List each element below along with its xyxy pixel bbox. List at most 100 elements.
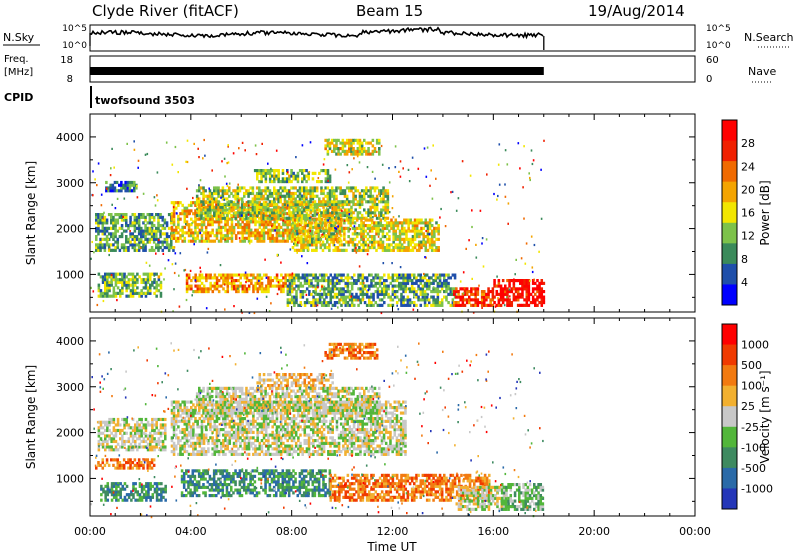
heatmap-cell (121, 284, 124, 287)
heatmap-cell (443, 296, 446, 299)
heatmap-cell (224, 229, 227, 232)
heatmap-cell (330, 224, 333, 227)
heatmap-cell (425, 224, 428, 227)
heatmap-cell (413, 301, 416, 304)
heatmap-cell (431, 238, 434, 241)
heatmap-cell (256, 229, 259, 232)
heatmap-cell (209, 215, 212, 218)
heatmap-cell (365, 211, 368, 214)
heatmap-cell (453, 293, 456, 296)
heatmap-cell (134, 241, 137, 244)
heatmap-cell (179, 212, 182, 215)
heatmap-cell (317, 276, 320, 279)
heatmap-cell (213, 208, 216, 211)
heatmap-cell (249, 192, 252, 195)
heatmap-cell (532, 296, 535, 299)
heatmap-cell (114, 232, 117, 235)
heatmap-speckle (306, 294, 308, 296)
heatmap-cell (321, 293, 324, 296)
heatmap-cell (348, 150, 351, 153)
heatmap-cell (179, 414, 182, 417)
heatmap-cell (392, 298, 395, 301)
heatmap-cell (407, 298, 410, 301)
heatmap-cell (498, 279, 501, 282)
heatmap-cell (188, 231, 191, 234)
heatmap-cell (324, 203, 327, 206)
heatmap-cell (249, 186, 252, 189)
heatmap-cell (259, 237, 262, 240)
heatmap-cell (179, 409, 182, 412)
heatmap-cell (106, 241, 109, 244)
heatmap-cell (155, 426, 158, 429)
heatmap-cell (336, 282, 339, 285)
heatmap-cell (201, 423, 204, 426)
heatmap-cell (282, 206, 285, 209)
heatmap-cell (100, 289, 103, 292)
heatmap-cell (322, 227, 325, 230)
heatmap-speckle (497, 195, 499, 197)
heatmap-cell (307, 208, 310, 211)
heatmap-cell (220, 231, 223, 234)
heatmap-cell (179, 453, 182, 456)
heatmap-cell (420, 221, 423, 224)
heatmap-cell (288, 197, 291, 200)
heatmap-cell (188, 274, 191, 277)
heatmap-cell (234, 211, 237, 214)
heatmap-cell (151, 421, 154, 424)
heatmap-cell (277, 189, 280, 192)
heatmap-cell (232, 208, 235, 211)
heatmap-cell (357, 189, 360, 192)
heatmap-cell (151, 429, 154, 432)
heatmap-cell (335, 214, 338, 217)
heatmap-cell (186, 406, 189, 409)
heatmap-cell (350, 189, 353, 192)
heatmap-cell (412, 249, 415, 252)
heatmap-cell (140, 238, 143, 241)
heatmap-cell (367, 232, 370, 235)
heatmap-cell (226, 445, 229, 448)
heatmap-cell (291, 282, 294, 285)
heatmap-cell (115, 432, 118, 435)
heatmap-cell (260, 203, 263, 206)
heatmap-cell (214, 423, 217, 426)
heatmap-cell (437, 282, 440, 285)
heatmap-speckle (333, 241, 335, 243)
heatmap-speckle (293, 288, 295, 290)
heatmap-cell (143, 437, 146, 440)
heatmap-cell (190, 406, 193, 409)
heatmap-cell (264, 217, 267, 220)
heatmap-cell (447, 287, 450, 290)
heatmap-cell (375, 241, 378, 244)
heatmap-cell (428, 301, 431, 304)
heatmap-cell (205, 237, 208, 240)
heatmap-cell (422, 238, 425, 241)
heatmap-cell (173, 442, 176, 445)
heatmap-speckle (97, 304, 99, 306)
heatmap-speckle (326, 207, 328, 209)
heatmap-cell (220, 442, 223, 445)
heatmap-speckle (147, 153, 149, 155)
heatmap-cell (356, 227, 359, 230)
heatmap-cell (282, 285, 285, 288)
heatmap-cell (99, 213, 102, 216)
heatmap-cell (347, 301, 350, 304)
heatmap-cell (114, 221, 117, 224)
heatmap-cell (196, 237, 199, 240)
heatmap-speckle (163, 225, 165, 227)
heatmap-cell (259, 220, 262, 223)
heatmap-cell (203, 220, 206, 223)
heatmap-cell (388, 246, 391, 249)
heatmap-cell (173, 220, 176, 223)
heatmap-cell (264, 192, 267, 195)
heatmap-speckle (103, 300, 105, 302)
heatmap-speckle (375, 215, 377, 217)
heatmap-cell (224, 223, 227, 226)
heatmap-cell (395, 243, 398, 246)
heatmap-cell (200, 211, 203, 214)
heatmap-cell (369, 200, 372, 203)
heatmap-cell (422, 296, 425, 299)
heatmap-cell (209, 197, 212, 200)
heatmap-cell (305, 221, 308, 224)
heatmap-cell (258, 172, 261, 175)
heatmap-cell (262, 169, 265, 172)
